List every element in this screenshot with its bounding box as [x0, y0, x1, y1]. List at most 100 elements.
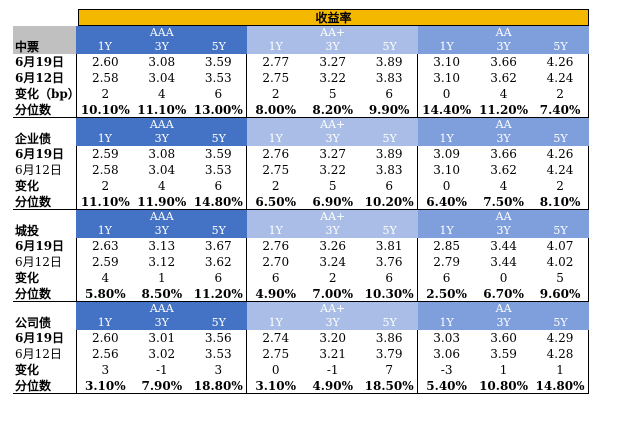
tenor-label: 5Y: [382, 40, 397, 53]
table-cell: 3.10: [433, 163, 460, 177]
table-cell: 3.83: [361, 70, 419, 86]
row-label: 分位数: [15, 379, 52, 393]
tenor-label: 1Y: [268, 40, 283, 53]
row-label: 变化（bp）: [15, 87, 77, 101]
table-cell: 5: [532, 270, 590, 286]
block-name: 企业债: [13, 118, 77, 146]
table-row: 6月12日 2.58 3.04 3.53 2.75 3.22 3.83 3.10 3.62 4.2…: [13, 162, 590, 178]
table-cell: 6.50%: [255, 195, 297, 209]
row-label: 6月12日: [15, 71, 65, 85]
table-cell: 1: [532, 362, 590, 378]
table-cell: 8.00%: [255, 103, 297, 117]
block-name: 公司债: [13, 302, 77, 330]
row-label: 变化: [15, 179, 40, 193]
rating-group-header: AA+ 1Y 3Y 5Y: [247, 302, 419, 330]
block-name: 中票: [13, 26, 77, 54]
tenor-label: 3Y: [325, 132, 340, 145]
table-cell: 3.66: [490, 147, 517, 161]
table-cell: 4: [157, 179, 166, 193]
table-cell: 3.53: [190, 346, 248, 362]
row-label: 6月12日: [15, 163, 62, 177]
table-cell: 6: [361, 86, 419, 102]
table-row: 变化 3 -1 3 0 -1 7 -3 1 1: [13, 362, 590, 378]
table-title: 收益率: [78, 9, 589, 26]
rating-group-header: AA+ 1Y 3Y 5Y: [247, 210, 419, 238]
table-block: 企业债 AAA 1Y 3Y 5Y AA+ 1Y 3Y 5Y AA 1Y 3Y 5Y 6月19日 2.59 3.…: [13, 118, 590, 210]
table-cell: 3.24: [319, 255, 347, 269]
rating-group-header: AAA 1Y 3Y 5Y: [76, 26, 248, 54]
table-cell: 2.79: [433, 255, 460, 269]
tenor-label: 5Y: [211, 316, 226, 329]
table-cell: 3.66: [490, 55, 517, 69]
block-header-row: 企业债 AAA 1Y 3Y 5Y AA+ 1Y 3Y 5Y AA 1Y 3Y 5Y: [13, 118, 590, 146]
table-cell: 6.90%: [312, 195, 353, 209]
table-cell: 4.07: [532, 238, 590, 254]
table-row: 6月19日 2.60 3.08 3.59 2.77 3.27 3.89 3.10 3.66 4.2…: [13, 54, 590, 70]
table-cell: 2.60: [76, 54, 133, 70]
table-row: 6月12日 2.56 3.02 3.53 2.75 3.21 3.79 3.06 3.59 4.2…: [13, 346, 590, 362]
table-cell: 3.67: [190, 238, 248, 254]
tenor-label: 1Y: [97, 40, 112, 53]
rating-group-name: AAA: [149, 26, 174, 39]
tenor-row: 1Y 3Y 5Y: [76, 132, 247, 146]
yield-table: 收益率 中票 AAA 1Y 3Y 5Y AA+ 1Y 3Y 5Y AA 1Y 3Y 5Y 6月19日 2.6…: [13, 9, 590, 394]
tenor-label: 5Y: [382, 316, 397, 329]
table-cell: 3.13: [148, 239, 176, 253]
table-cell: 3: [76, 362, 133, 378]
rating-group-header: AA 1Y 3Y 5Y: [418, 118, 590, 146]
table-cell: 6: [190, 178, 248, 194]
table-cell: 2.59: [76, 254, 133, 270]
tenor-row: 1Y 3Y 5Y: [418, 132, 589, 146]
table-cell: 3.89: [361, 54, 419, 70]
table-cell: 3.27: [319, 147, 347, 161]
row-label: 变化: [15, 363, 40, 377]
table-cell: 0: [442, 87, 451, 101]
table-cell: 2.56: [76, 346, 133, 362]
table-cell: 3.44: [490, 255, 517, 269]
table-cell: 2.58: [76, 162, 133, 178]
tenor-label: 5Y: [553, 40, 568, 53]
row-label: 6月19日: [15, 239, 65, 253]
table-cell: 4: [499, 87, 508, 101]
table-cell: 4.24: [532, 162, 590, 178]
tenor-label: 3Y: [496, 316, 511, 329]
title-row: 收益率: [13, 9, 589, 26]
table-cell: 2.76: [262, 147, 290, 161]
table-cell: 7.40%: [532, 102, 590, 118]
table-cell: -1: [326, 363, 339, 377]
tenor-label: 1Y: [439, 40, 454, 53]
tenor-label: 5Y: [553, 316, 568, 329]
table-cell: 3.04: [148, 71, 176, 85]
table-cell: 11.90%: [137, 195, 187, 209]
tenor-row: 1Y 3Y 5Y: [247, 40, 418, 54]
table-cell: 3.26: [319, 239, 347, 253]
rating-group-name: AA: [495, 26, 512, 39]
title-blank-cell: [13, 9, 78, 26]
rating-group-header: AA 1Y 3Y 5Y: [418, 302, 590, 330]
table-cell: 3.62: [190, 254, 248, 270]
block-name: 城投: [13, 210, 77, 238]
tenor-label: 5Y: [382, 132, 397, 145]
table-cell: 8.50%: [141, 287, 183, 301]
table-cell: 2: [532, 178, 590, 194]
rating-group-header: AA 1Y 3Y 5Y: [418, 26, 590, 54]
table-row: 分位数 10.10% 11.10% 13.00% 8.00% 8.20% 9.90% 14.4…: [13, 102, 590, 118]
table-cell: 2.70: [262, 255, 290, 269]
table-cell: 4.28: [532, 346, 590, 362]
table-cell: 2: [76, 178, 133, 194]
table-row: 变化 4 1 6 6 2 6 6 0 5: [13, 270, 590, 286]
table-cell: 3.01: [148, 331, 176, 345]
tenor-label: 3Y: [496, 40, 511, 53]
table-cell: 4.90%: [255, 287, 297, 301]
table-cell: 2.60: [76, 330, 133, 346]
tenor-row: 1Y 3Y 5Y: [247, 316, 418, 330]
table-cell: 3.59: [190, 146, 248, 162]
table-cell: 7.90%: [141, 379, 183, 393]
rating-group-name: AAA: [149, 118, 174, 131]
table-cell: 3.10: [433, 55, 460, 69]
table-cell: 3.22: [319, 163, 347, 177]
table-cell: 9.90%: [361, 102, 419, 118]
table-cell: 5.80%: [76, 286, 133, 302]
table-cell: 10.10%: [76, 102, 133, 118]
tenor-label: 3Y: [325, 40, 340, 53]
